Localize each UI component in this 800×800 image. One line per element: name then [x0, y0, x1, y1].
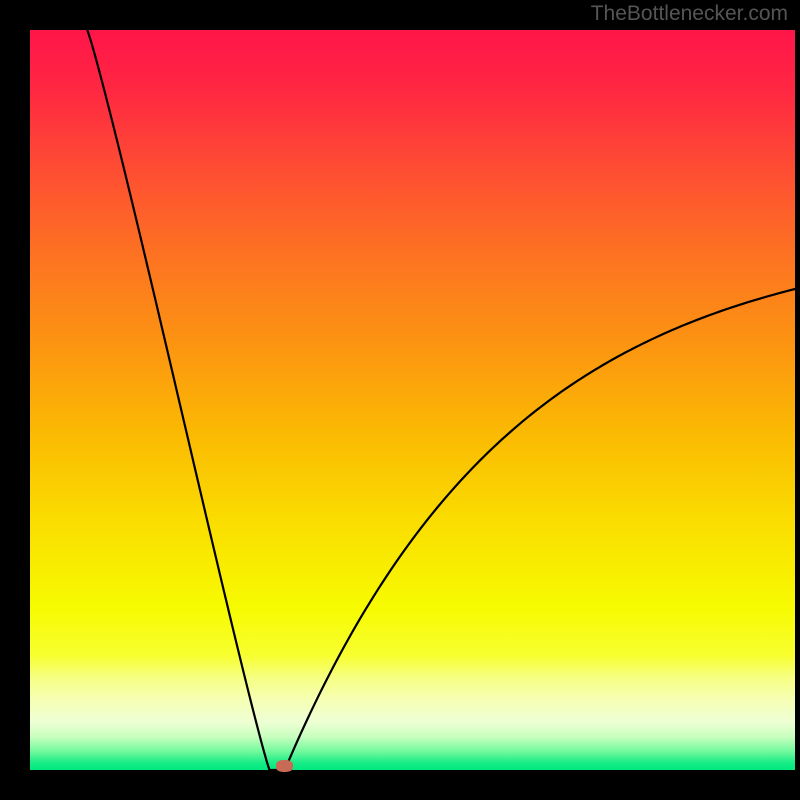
optimum-marker: [276, 760, 293, 772]
plot-area: [30, 30, 795, 770]
bottleneck-curve: [87, 30, 795, 770]
chart-container: { "meta": { "watermark_text": "TheBottle…: [0, 0, 800, 800]
watermark-text: TheBottlenecker.com: [591, 2, 788, 26]
curve-layer: [30, 30, 795, 770]
